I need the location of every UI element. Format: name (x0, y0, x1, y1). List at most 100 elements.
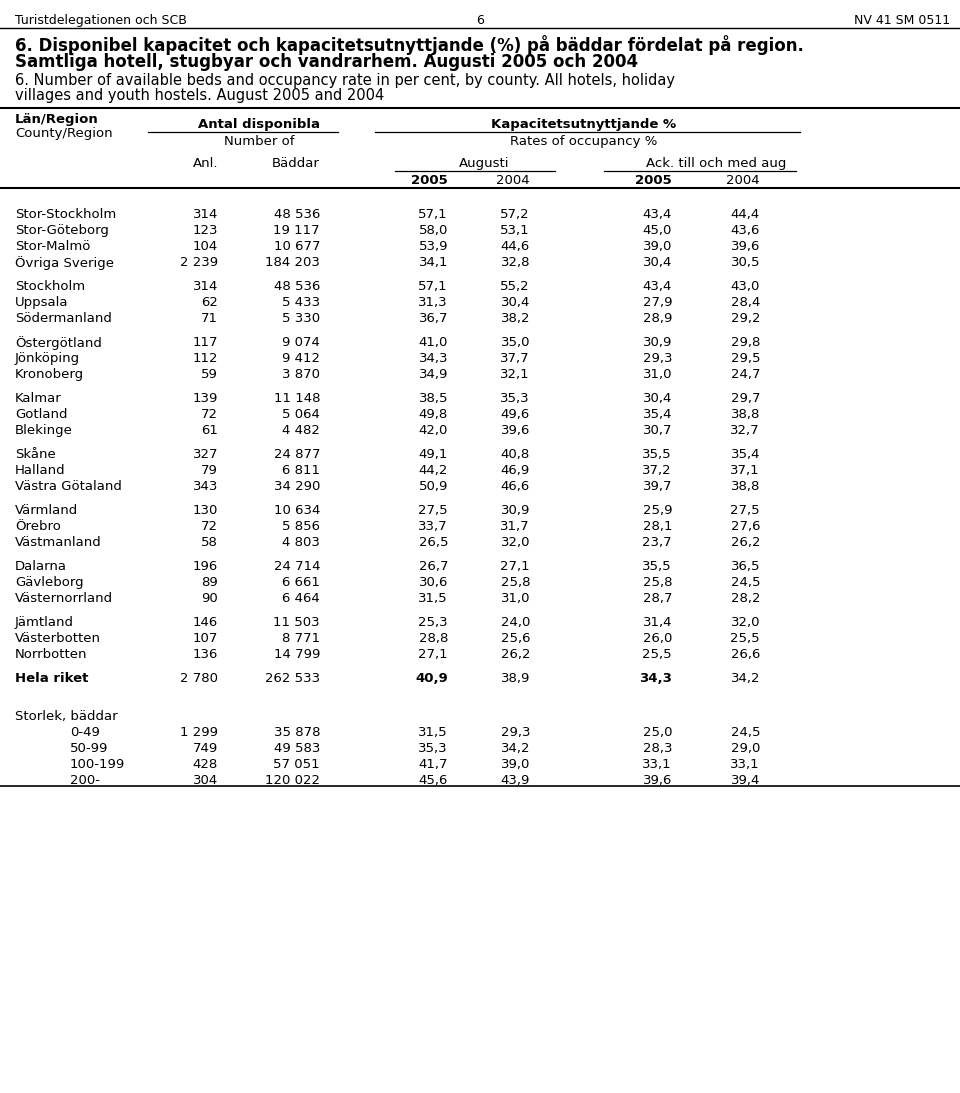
Text: 30,9: 30,9 (500, 504, 530, 517)
Text: 304: 304 (193, 775, 218, 787)
Text: 30,5: 30,5 (731, 256, 760, 269)
Text: 6 661: 6 661 (282, 576, 320, 589)
Text: 58,0: 58,0 (419, 224, 448, 237)
Text: 27,9: 27,9 (642, 296, 672, 309)
Text: 5 433: 5 433 (282, 296, 320, 309)
Text: 10 634: 10 634 (274, 504, 320, 517)
Text: 41,0: 41,0 (419, 336, 448, 349)
Text: 61: 61 (202, 424, 218, 437)
Text: 1 299: 1 299 (180, 727, 218, 739)
Text: 29,7: 29,7 (731, 392, 760, 406)
Text: 90: 90 (202, 592, 218, 606)
Text: 36,7: 36,7 (419, 312, 448, 325)
Text: 26,5: 26,5 (419, 536, 448, 549)
Text: 24,0: 24,0 (500, 616, 530, 628)
Text: 53,9: 53,9 (419, 240, 448, 252)
Text: 3 870: 3 870 (282, 368, 320, 381)
Text: 27,6: 27,6 (731, 520, 760, 533)
Text: 23,7: 23,7 (642, 536, 672, 549)
Text: Kapacitetsutnyttjande %: Kapacitetsutnyttjande % (492, 118, 677, 131)
Text: 104: 104 (193, 240, 218, 252)
Text: 35,3: 35,3 (500, 392, 530, 406)
Text: 43,4: 43,4 (642, 208, 672, 221)
Text: 30,4: 30,4 (500, 296, 530, 309)
Text: 38,9: 38,9 (500, 672, 530, 685)
Text: 26,6: 26,6 (731, 648, 760, 661)
Text: 44,4: 44,4 (731, 208, 760, 221)
Text: 25,3: 25,3 (419, 616, 448, 628)
Text: 49,1: 49,1 (419, 448, 448, 461)
Text: 120 022: 120 022 (265, 775, 320, 787)
Text: 146: 146 (193, 616, 218, 628)
Text: 4 482: 4 482 (282, 424, 320, 437)
Text: County/Region: County/Region (15, 127, 112, 140)
Text: 2 239: 2 239 (180, 256, 218, 269)
Text: 28,3: 28,3 (642, 742, 672, 755)
Text: 428: 428 (193, 759, 218, 772)
Text: 33,1: 33,1 (731, 759, 760, 772)
Text: 136: 136 (193, 648, 218, 661)
Text: 53,1: 53,1 (500, 224, 530, 237)
Text: 32,8: 32,8 (500, 256, 530, 269)
Text: Stor-Stockholm: Stor-Stockholm (15, 208, 116, 221)
Text: 2005: 2005 (411, 174, 448, 187)
Text: 30,9: 30,9 (642, 336, 672, 349)
Text: 39,4: 39,4 (731, 775, 760, 787)
Text: 48 536: 48 536 (274, 280, 320, 293)
Text: 117: 117 (193, 336, 218, 349)
Text: 58: 58 (202, 536, 218, 549)
Text: 10 677: 10 677 (274, 240, 320, 252)
Text: 79: 79 (202, 465, 218, 477)
Text: 26,0: 26,0 (642, 632, 672, 645)
Text: 34,3: 34,3 (639, 672, 672, 685)
Text: Värmland: Värmland (15, 504, 79, 517)
Text: Kronoberg: Kronoberg (15, 368, 84, 381)
Text: 32,0: 32,0 (731, 616, 760, 628)
Text: 29,3: 29,3 (500, 727, 530, 739)
Text: 39,6: 39,6 (500, 424, 530, 437)
Text: 43,9: 43,9 (500, 775, 530, 787)
Text: 45,6: 45,6 (419, 775, 448, 787)
Text: Halland: Halland (15, 465, 65, 477)
Text: 343: 343 (193, 480, 218, 493)
Text: Västmanland: Västmanland (15, 536, 102, 549)
Text: 31,7: 31,7 (500, 520, 530, 533)
Text: 5 856: 5 856 (282, 520, 320, 533)
Text: 314: 314 (193, 280, 218, 293)
Text: 36,5: 36,5 (731, 560, 760, 573)
Text: 24,7: 24,7 (731, 368, 760, 381)
Text: 6. Disponibel kapacitet och kapacitetsutnyttjande (%) på bäddar fördelat på regi: 6. Disponibel kapacitet och kapacitetsut… (15, 35, 804, 55)
Text: 40,8: 40,8 (501, 448, 530, 461)
Text: 29,3: 29,3 (642, 352, 672, 365)
Text: Uppsala: Uppsala (15, 296, 68, 309)
Text: 32,1: 32,1 (500, 368, 530, 381)
Text: 37,7: 37,7 (500, 352, 530, 365)
Text: Rates of occupancy %: Rates of occupancy % (511, 136, 658, 148)
Text: 2004: 2004 (496, 174, 530, 187)
Text: 107: 107 (193, 632, 218, 645)
Text: NV 41 SM 0511: NV 41 SM 0511 (853, 14, 950, 27)
Text: 39,0: 39,0 (500, 759, 530, 772)
Text: 39,0: 39,0 (642, 240, 672, 252)
Text: 29,2: 29,2 (731, 312, 760, 325)
Text: Augusti: Augusti (459, 157, 509, 171)
Text: 6: 6 (476, 14, 484, 27)
Text: 26,7: 26,7 (419, 560, 448, 573)
Text: Övriga Sverige: Övriga Sverige (15, 256, 114, 270)
Text: 4 803: 4 803 (282, 536, 320, 549)
Text: 24 877: 24 877 (274, 448, 320, 461)
Text: 262 533: 262 533 (265, 672, 320, 685)
Text: 130: 130 (193, 504, 218, 517)
Text: 41,7: 41,7 (419, 759, 448, 772)
Text: 184 203: 184 203 (265, 256, 320, 269)
Text: 24,5: 24,5 (731, 576, 760, 589)
Text: 46,6: 46,6 (501, 480, 530, 493)
Text: 39,7: 39,7 (642, 480, 672, 493)
Text: 34 290: 34 290 (274, 480, 320, 493)
Text: Ack. till och med aug: Ack. till och med aug (646, 157, 786, 171)
Text: 59: 59 (202, 368, 218, 381)
Text: 0-49: 0-49 (70, 727, 100, 739)
Text: 71: 71 (201, 312, 218, 325)
Text: 29,5: 29,5 (731, 352, 760, 365)
Text: 2 780: 2 780 (180, 672, 218, 685)
